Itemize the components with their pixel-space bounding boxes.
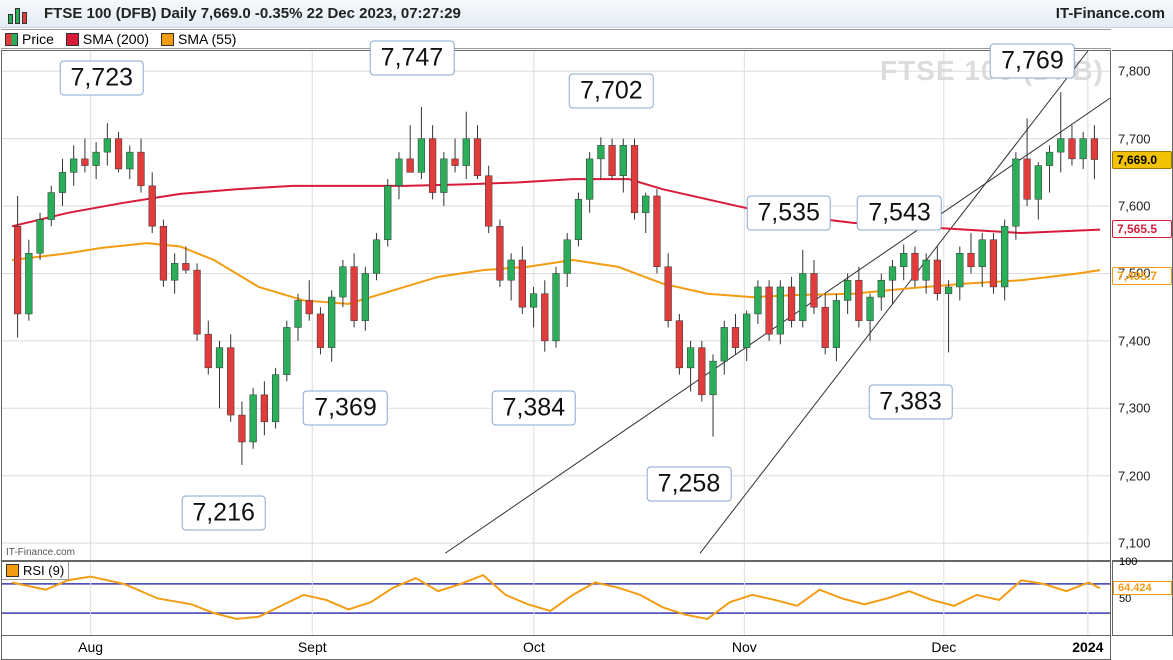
app-logo-icon: [8, 4, 36, 24]
rsi-svg: [2, 562, 1110, 635]
price-callout: 7,216: [181, 495, 266, 530]
x-tick: 2024: [1072, 639, 1103, 655]
price-callout: 7,258: [647, 466, 732, 501]
x-tick: Nov: [732, 639, 757, 655]
rsi-panel[interactable]: RSI (9): [1, 561, 1111, 636]
price-callout: 7,747: [370, 40, 455, 75]
rsi-y-tick: 100: [1119, 556, 1137, 568]
rsi-legend: RSI (9): [2, 562, 69, 580]
chart-title: FTSE 100 (DFB) Daily 7,669.0 -0.35% 22 D…: [44, 5, 461, 22]
legend-price: Price: [5, 31, 54, 47]
rsi-current-marker: 64.424: [1113, 581, 1172, 595]
sma200_marker: 7,565.5: [1112, 220, 1172, 238]
y-tick: 7,300: [1112, 401, 1172, 416]
price-callout: 7,702: [569, 74, 654, 109]
rsi-y-axis: 1005064.424: [1112, 561, 1173, 636]
chart-header: FTSE 100 (DFB) Daily 7,669.0 -0.35% 22 D…: [0, 0, 1173, 28]
price-chart[interactable]: FTSE 100 (DFB) IT-Finance.com 7,7237,216…: [1, 50, 1111, 561]
brand-label: IT-Finance.com: [1056, 5, 1165, 22]
price-callout: 7,384: [492, 391, 577, 426]
price-callout: 7,383: [868, 384, 953, 419]
price-y-axis: 7,1007,2007,3007,4007,5007,6007,7007,800…: [1112, 50, 1173, 561]
price-callout: 7,535: [746, 195, 831, 230]
y-tick: 7,400: [1112, 333, 1172, 348]
price-callout: 7,769: [990, 44, 1075, 79]
price-callout: 7,723: [59, 60, 144, 95]
legend-sma200: SMA (200): [66, 31, 149, 47]
price-callout: 7,543: [857, 195, 942, 230]
x-tick: Aug: [78, 639, 103, 655]
legend-sma55: SMA (55): [161, 31, 236, 47]
y-tick: 7,200: [1112, 468, 1172, 483]
x-tick: Dec: [931, 639, 956, 655]
x-tick: Sept: [298, 639, 327, 655]
series-legend: Price SMA (200) SMA (55): [1, 29, 1111, 49]
y-tick: 7,100: [1112, 536, 1172, 551]
sma55_marker: 7,495.7: [1112, 267, 1172, 285]
current_price: 7,669.0: [1112, 151, 1172, 169]
y-tick: 7,600: [1112, 199, 1172, 214]
y-tick: 7,700: [1112, 131, 1172, 146]
y-tick: 7,800: [1112, 64, 1172, 79]
x-axis: Aug Sept Oct Nov Dec 2024: [1, 636, 1111, 660]
price-chart-svg: [2, 51, 1110, 560]
price-callout: 7,369: [303, 391, 388, 426]
x-tick: Oct: [523, 639, 545, 655]
